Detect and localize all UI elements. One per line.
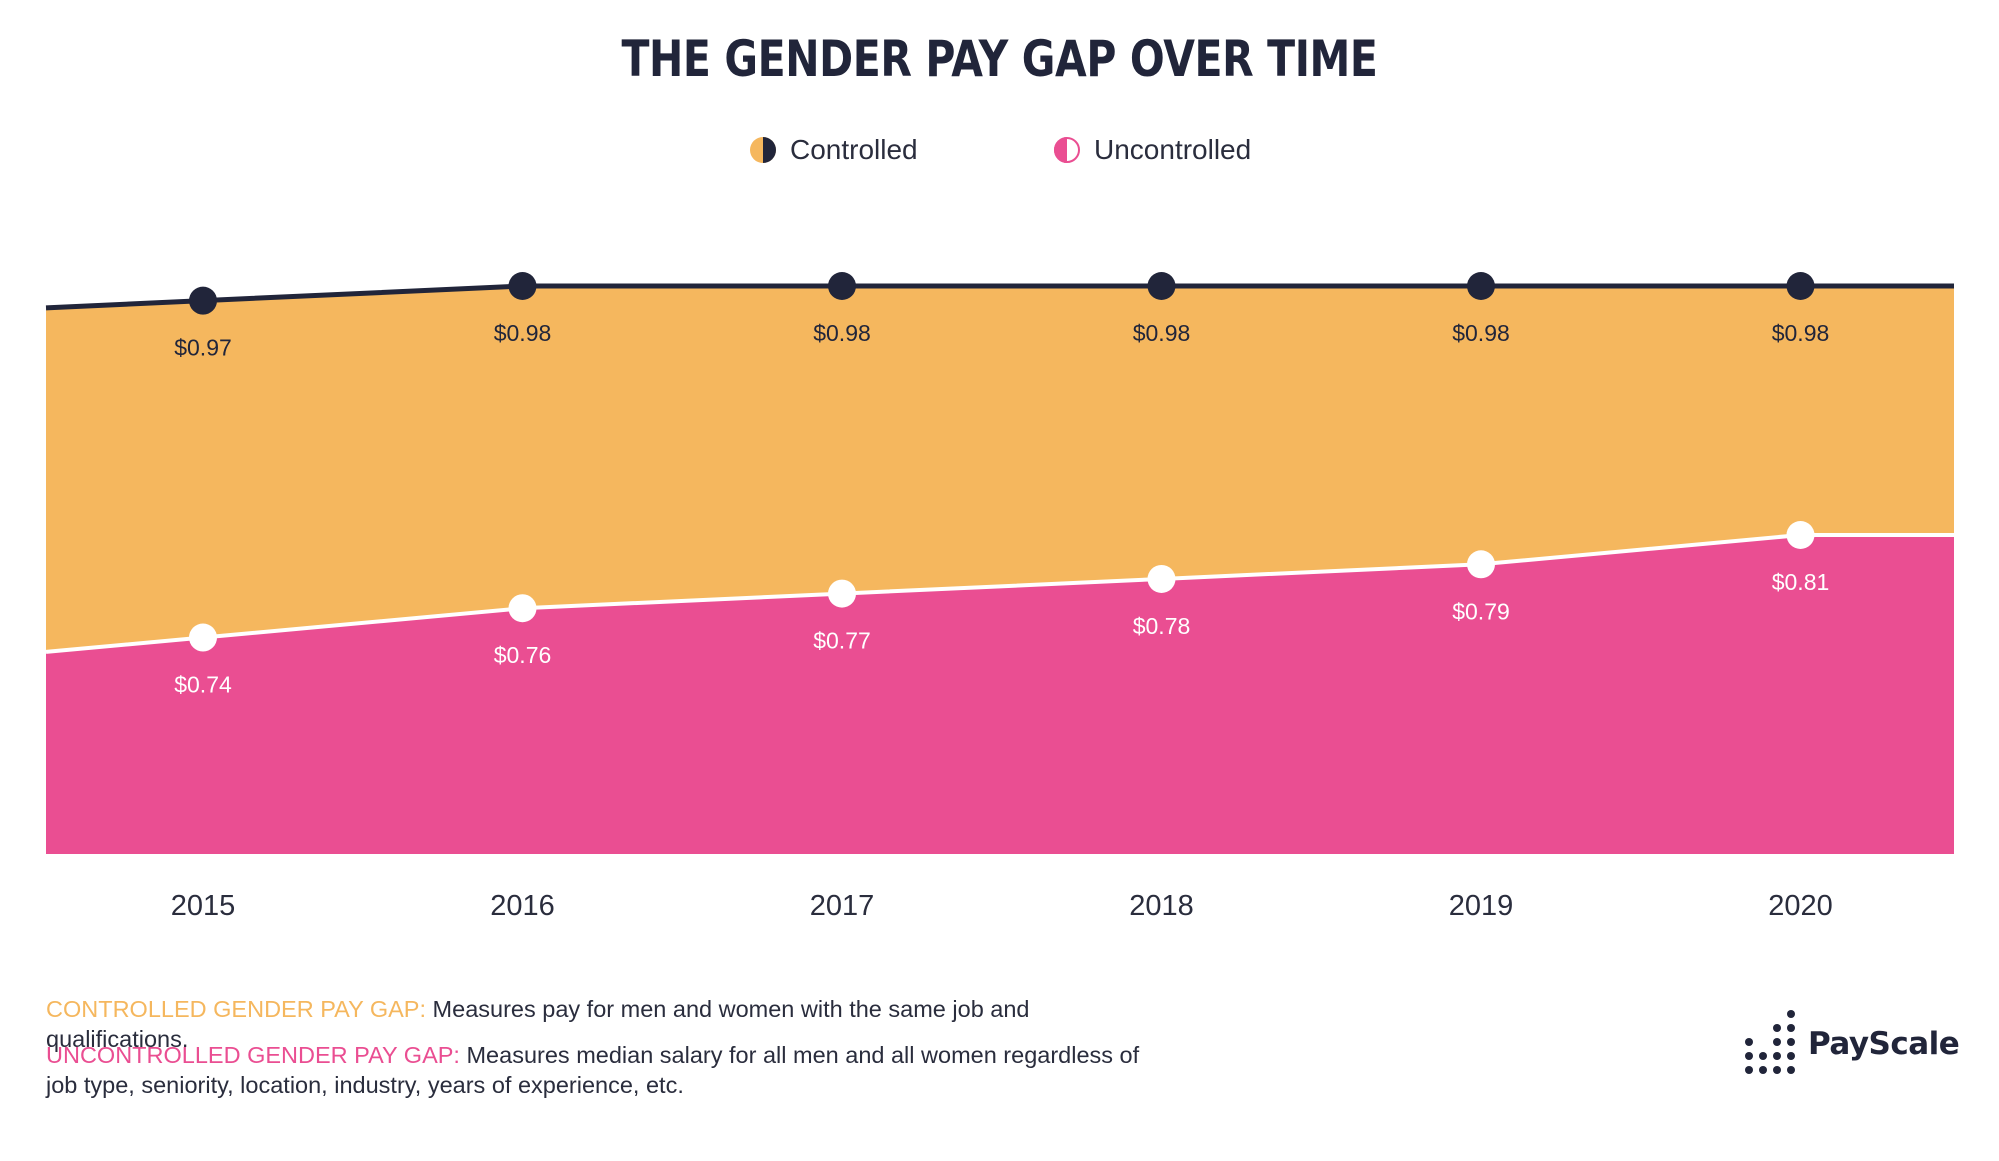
legend: Controlled Uncontrolled — [0, 134, 1999, 168]
chart-title: THE GENDER PAY GAP OVER TIME — [621, 30, 1378, 88]
payscale-dots-icon — [1745, 1010, 1795, 1074]
x-tick-label: 2015 — [171, 890, 236, 922]
uncontrolled-value-label: $0.74 — [174, 672, 232, 698]
controlled-value-label: $0.98 — [494, 320, 552, 346]
controlled-value-label: $0.98 — [1452, 320, 1510, 346]
controlled-value-label: $0.98 — [813, 320, 871, 346]
half-circle-controlled-icon — [750, 137, 776, 163]
x-tick-label: 2018 — [1129, 890, 1194, 922]
legend-label-controlled: Controlled — [790, 134, 918, 165]
half-circle-uncontrolled-icon — [1054, 137, 1080, 163]
uncontrolled-description: Measures median salary for all men and a… — [46, 1042, 1140, 1098]
uncontrolled-value-label: $0.79 — [1452, 598, 1510, 624]
controlled-value-label: $0.98 — [1133, 320, 1191, 346]
legend-item-controlled: Controlled — [748, 134, 918, 166]
x-tick-label: 2017 — [810, 890, 875, 922]
controlled-point — [1467, 272, 1495, 300]
controlled-line — [45, 283, 1954, 311]
controlled-point — [828, 272, 856, 300]
uncontrolled-point — [189, 623, 217, 652]
controlled-description: Measures pay for men and women with the … — [46, 996, 1030, 1052]
uncontrolled-term: UNCONTROLLED GENDER PAY GAP: — [46, 1042, 460, 1068]
uncontrolled-point — [1467, 550, 1495, 579]
uncontrolled-point — [1147, 564, 1176, 593]
controlled-point — [1786, 272, 1815, 300]
area-chart: $0.97 $0.98 $0.98 $0.98 $0.98 $0.98 $0.74 $0.76… — [45, 272, 1954, 922]
x-tick-label: 2019 — [1449, 890, 1514, 922]
uncontrolled-line — [45, 533, 1954, 654]
uncontrolled-value-label: $0.76 — [494, 642, 552, 668]
x-tick-label: 2016 — [490, 890, 555, 922]
uncontrolled-point — [508, 594, 537, 623]
controlled-definition: CONTROLLED GENDER PAY GAP: Measures pay … — [46, 994, 1176, 1054]
legend-label-uncontrolled: Uncontrolled — [1094, 134, 1252, 165]
logo-text: PayScale — [1808, 1026, 1960, 1062]
payscale-logo: PayScale — [1742, 1008, 1960, 1080]
controlled-point — [189, 286, 217, 315]
uncontrolled-value-label: $0.77 — [813, 628, 871, 654]
controlled-term: CONTROLLED GENDER PAY GAP: — [46, 996, 427, 1022]
uncontrolled-value-label: $0.81 — [1772, 569, 1830, 595]
uncontrolled-point — [1786, 521, 1815, 549]
controlled-value-label: $0.98 — [1772, 320, 1830, 346]
uncontrolled-point — [828, 579, 856, 608]
uncontrolled-value-label: $0.78 — [1133, 613, 1191, 639]
uncontrolled-definition: UNCONTROLLED GENDER PAY GAP: Measures me… — [46, 1040, 1176, 1100]
controlled-value-label: $0.97 — [174, 335, 232, 361]
controlled-point — [1147, 272, 1176, 300]
legend-item-uncontrolled: Uncontrolled — [1052, 134, 1251, 166]
x-tick-label: 2020 — [1768, 890, 1833, 922]
controlled-point — [508, 272, 537, 300]
